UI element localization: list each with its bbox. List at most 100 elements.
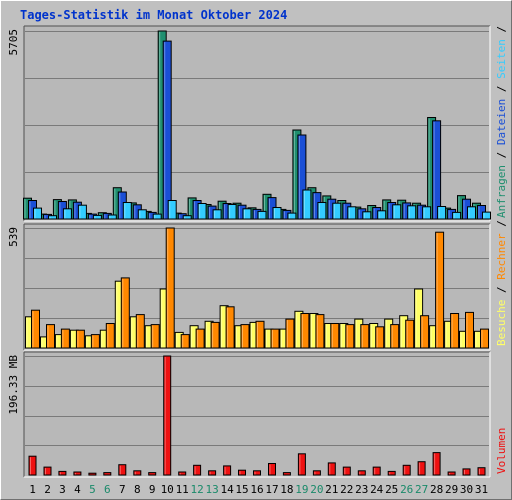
bar-volumen-volumen-day-17: [268, 463, 276, 476]
bar-body: [387, 470, 396, 476]
bar-body: [103, 472, 112, 476]
bar-body: [162, 40, 172, 220]
bar-volumen-volumen-day-18: [282, 472, 291, 476]
bar-body: [152, 213, 162, 220]
bar-body: [60, 328, 70, 349]
bar-seiten-anfragen-day-31: [482, 211, 491, 220]
bar-body: [253, 470, 261, 476]
legend-separator: /: [495, 26, 508, 39]
bar-body: [105, 323, 115, 349]
bar-body: [480, 328, 489, 349]
bar-body: [272, 207, 282, 220]
bar-body: [282, 472, 291, 476]
bar-rechner-besuche-day-2: [46, 324, 55, 349]
bar-seiten-anfragen-day-28: [437, 206, 447, 220]
bar-body: [330, 323, 340, 349]
bar-body: [432, 452, 441, 476]
bar-body: [238, 469, 246, 476]
bar-body: [210, 321, 220, 349]
bar-seiten-anfragen-day-2: [48, 215, 57, 220]
legend: Anfragen / Dateien / Seiten /: [495, 26, 508, 218]
bar-body: [270, 328, 280, 349]
bar-body: [240, 324, 250, 349]
bar-seiten-anfragen-day-5: [92, 214, 102, 220]
bar-volumen-volumen-day-5: [88, 472, 97, 476]
bar-seiten-anfragen-day-19: [302, 189, 312, 220]
bar-body: [347, 206, 357, 220]
bar-volumen-volumen-day-27: [417, 461, 426, 476]
bar-body: [402, 464, 411, 476]
bar-rechner-besuche-day-7: [120, 277, 130, 349]
bar-rechner-besuche-day-22: [345, 324, 355, 349]
bar-body: [178, 471, 187, 476]
bar-seiten-anfragen-day-9: [152, 213, 162, 220]
bar-rechner-besuche-day-16: [255, 320, 265, 349]
legend: Volumen: [495, 428, 508, 474]
bar-body: [135, 314, 145, 349]
bar-rechner-besuche-day-11: [180, 334, 190, 349]
bar-body: [447, 471, 456, 476]
x-tick-label-day-24: 24: [370, 483, 384, 496]
bar-seiten-anfragen-day-17: [272, 207, 282, 220]
bar-volumen-volumen-day-4: [73, 471, 82, 476]
bar-volumen-volumen-day-13: [208, 470, 217, 476]
bar-rechner-besuche-day-1: [31, 309, 40, 349]
bar-rechner-besuche-day-20: [315, 314, 325, 349]
bar-volumen-volumen-day-22: [342, 466, 351, 476]
bar-dateien-anfragen-day-10: [162, 40, 172, 220]
bar-volumen-volumen-day-1: [28, 455, 37, 476]
bar-volumen-volumen-day-11: [178, 471, 187, 476]
x-tick-label-day-16: 16: [250, 483, 263, 496]
bar-body: [227, 204, 237, 220]
legend-separator: /: [495, 145, 508, 165]
x-tick-label-day-3: 3: [59, 483, 66, 496]
bar-body: [193, 464, 202, 476]
bar-body: [327, 462, 336, 476]
bar-body: [297, 453, 306, 476]
y-max-label: 196.33 MB: [7, 355, 20, 415]
bar-volumen-volumen-day-24: [372, 466, 381, 476]
bar-body: [223, 465, 232, 476]
bar-volumen-volumen-day-21: [327, 462, 336, 476]
bar-body: [182, 215, 192, 220]
bar-body: [345, 324, 355, 349]
bar-body: [73, 471, 82, 476]
bar-rechner-besuche-day-14: [225, 306, 235, 349]
bar-body: [312, 470, 321, 476]
x-tick-label-day-17: 17: [265, 483, 278, 496]
bar-body: [137, 209, 147, 220]
bar-seiten-anfragen-day-14: [227, 204, 237, 220]
bar-body: [163, 355, 172, 476]
bar-body: [28, 455, 37, 476]
bar-body: [372, 466, 381, 476]
bar-body: [360, 324, 370, 349]
bar-seiten-anfragen-day-18: [287, 212, 297, 220]
bar-rechner-besuche-day-8: [135, 314, 145, 349]
x-tick-label-day-13: 13: [205, 483, 218, 496]
x-tick-label-day-8: 8: [134, 483, 141, 496]
bar-seiten-anfragen-day-10: [167, 200, 177, 220]
bar-body: [77, 204, 87, 220]
bar-body: [465, 311, 474, 349]
legend: Besuche / Rechner /: [495, 220, 508, 346]
bar-seiten-anfragen-day-4: [77, 204, 87, 220]
bar-rechner-besuche-day-24: [375, 326, 385, 349]
plot-area: [24, 26, 490, 221]
chart-panel-2: 539 Besuche / Rechner /: [7, 220, 508, 351]
bar-volumen-volumen-day-10: [163, 355, 172, 476]
bar-body: [195, 328, 205, 349]
bar-seiten-anfragen-day-22: [347, 206, 357, 220]
legend-entry-volumen: Volumen: [495, 428, 508, 474]
legend-entry-dateien: Dateien: [495, 99, 508, 145]
x-tick-label-day-4: 4: [74, 483, 81, 496]
bar-body: [165, 227, 175, 349]
bar-rechner-besuche-day-25: [390, 324, 400, 349]
bar-seiten-anfragen-day-21: [332, 202, 342, 220]
chart-title: Tages-Statistik im Monat Oktober 2024: [20, 8, 288, 22]
bar-volumen-volumen-day-19: [297, 453, 306, 476]
bar-rechner-besuche-day-15: [240, 324, 250, 349]
bar-rechner-besuche-day-17: [270, 328, 280, 349]
bar-volumen-volumen-day-3: [58, 470, 67, 476]
bar-body: [167, 200, 177, 220]
bar-body: [48, 215, 57, 220]
